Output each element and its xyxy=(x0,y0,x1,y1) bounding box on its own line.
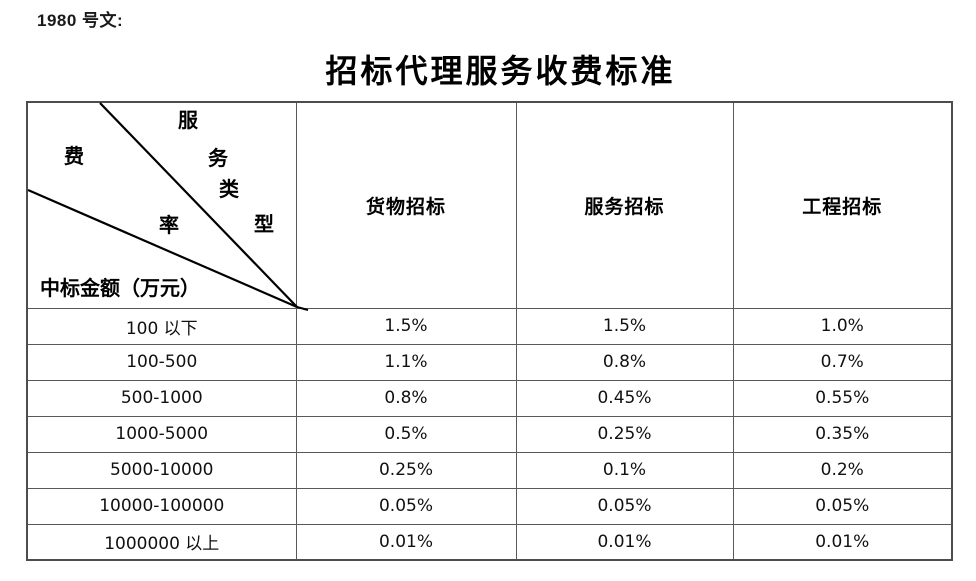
doc-reference: 1980 号文: xyxy=(37,11,124,30)
row-label: 500-1000 xyxy=(26,379,297,417)
fee-cell: 0.2% xyxy=(732,451,953,489)
row-label: 100-500 xyxy=(26,343,297,381)
table-row: 1000000 以上 0.01% 0.01% 0.01% xyxy=(26,523,953,561)
corner-amount-label: 中标金额（万元） xyxy=(40,276,200,300)
corner-type-char: 服 xyxy=(178,108,198,132)
fee-cell: 0.55% xyxy=(732,379,953,417)
table-row: 500-1000 0.8% 0.45% 0.55% xyxy=(26,379,953,417)
fee-cell: 0.8% xyxy=(295,379,517,417)
table-row: 10000-100000 0.05% 0.05% 0.05% xyxy=(26,487,953,525)
table-header-row: 费 服 务 类 率 型 中标金额（万元） 货物招标 服务招标 工程招标 xyxy=(26,101,953,312)
row-label: 100 以下 xyxy=(26,307,297,345)
row-label: 5000-10000 xyxy=(26,451,297,489)
corner-fee-char: 费 xyxy=(64,144,84,168)
fee-cell: 0.01% xyxy=(732,523,953,561)
fee-cell: 1.0% xyxy=(732,307,953,345)
corner-rate-char: 率 xyxy=(159,213,179,237)
column-header-services: 服务招标 xyxy=(515,101,734,309)
fee-cell: 0.5% xyxy=(295,415,517,453)
table-corner-cell: 费 服 务 类 率 型 中标金额（万元） xyxy=(26,101,309,312)
table-row: 100 以下 1.5% 1.5% 1.0% xyxy=(26,307,953,345)
corner-type-char: 类 xyxy=(219,177,239,201)
table-row: 100-500 1.1% 0.8% 0.7% xyxy=(26,343,953,381)
row-label: 1000000 以上 xyxy=(26,523,297,561)
column-header-goods: 货物招标 xyxy=(295,101,517,309)
fee-cell: 0.8% xyxy=(515,343,734,381)
fee-cell: 0.35% xyxy=(732,415,953,453)
fee-cell: 0.01% xyxy=(515,523,734,561)
fee-cell: 0.01% xyxy=(295,523,517,561)
fee-cell: 1.5% xyxy=(295,307,517,345)
corner-type-char: 型 xyxy=(254,212,274,236)
fee-cell: 0.1% xyxy=(515,451,734,489)
table-row: 1000-5000 0.5% 0.25% 0.35% xyxy=(26,415,953,453)
row-label: 10000-100000 xyxy=(26,487,297,525)
fee-cell: 0.05% xyxy=(515,487,734,525)
fee-cell: 0.05% xyxy=(295,487,517,525)
fee-table: 费 服 务 类 率 型 中标金额（万元） 货物招标 服务招标 工程招标 100 … xyxy=(26,101,953,561)
fee-cell: 1.1% xyxy=(295,343,517,381)
row-label: 1000-5000 xyxy=(26,415,297,453)
fee-cell: 1.5% xyxy=(515,307,734,345)
corner-type-char: 务 xyxy=(208,146,228,170)
page-title: 招标代理服务收费标准 xyxy=(325,52,676,90)
table-row: 5000-10000 0.25% 0.1% 0.2% xyxy=(26,451,953,489)
fee-cell: 0.7% xyxy=(732,343,953,381)
column-header-works: 工程招标 xyxy=(732,101,953,309)
fee-cell: 0.25% xyxy=(515,415,734,453)
fee-cell: 0.45% xyxy=(515,379,734,417)
fee-cell: 0.05% xyxy=(732,487,953,525)
fee-cell: 0.25% xyxy=(295,451,517,489)
